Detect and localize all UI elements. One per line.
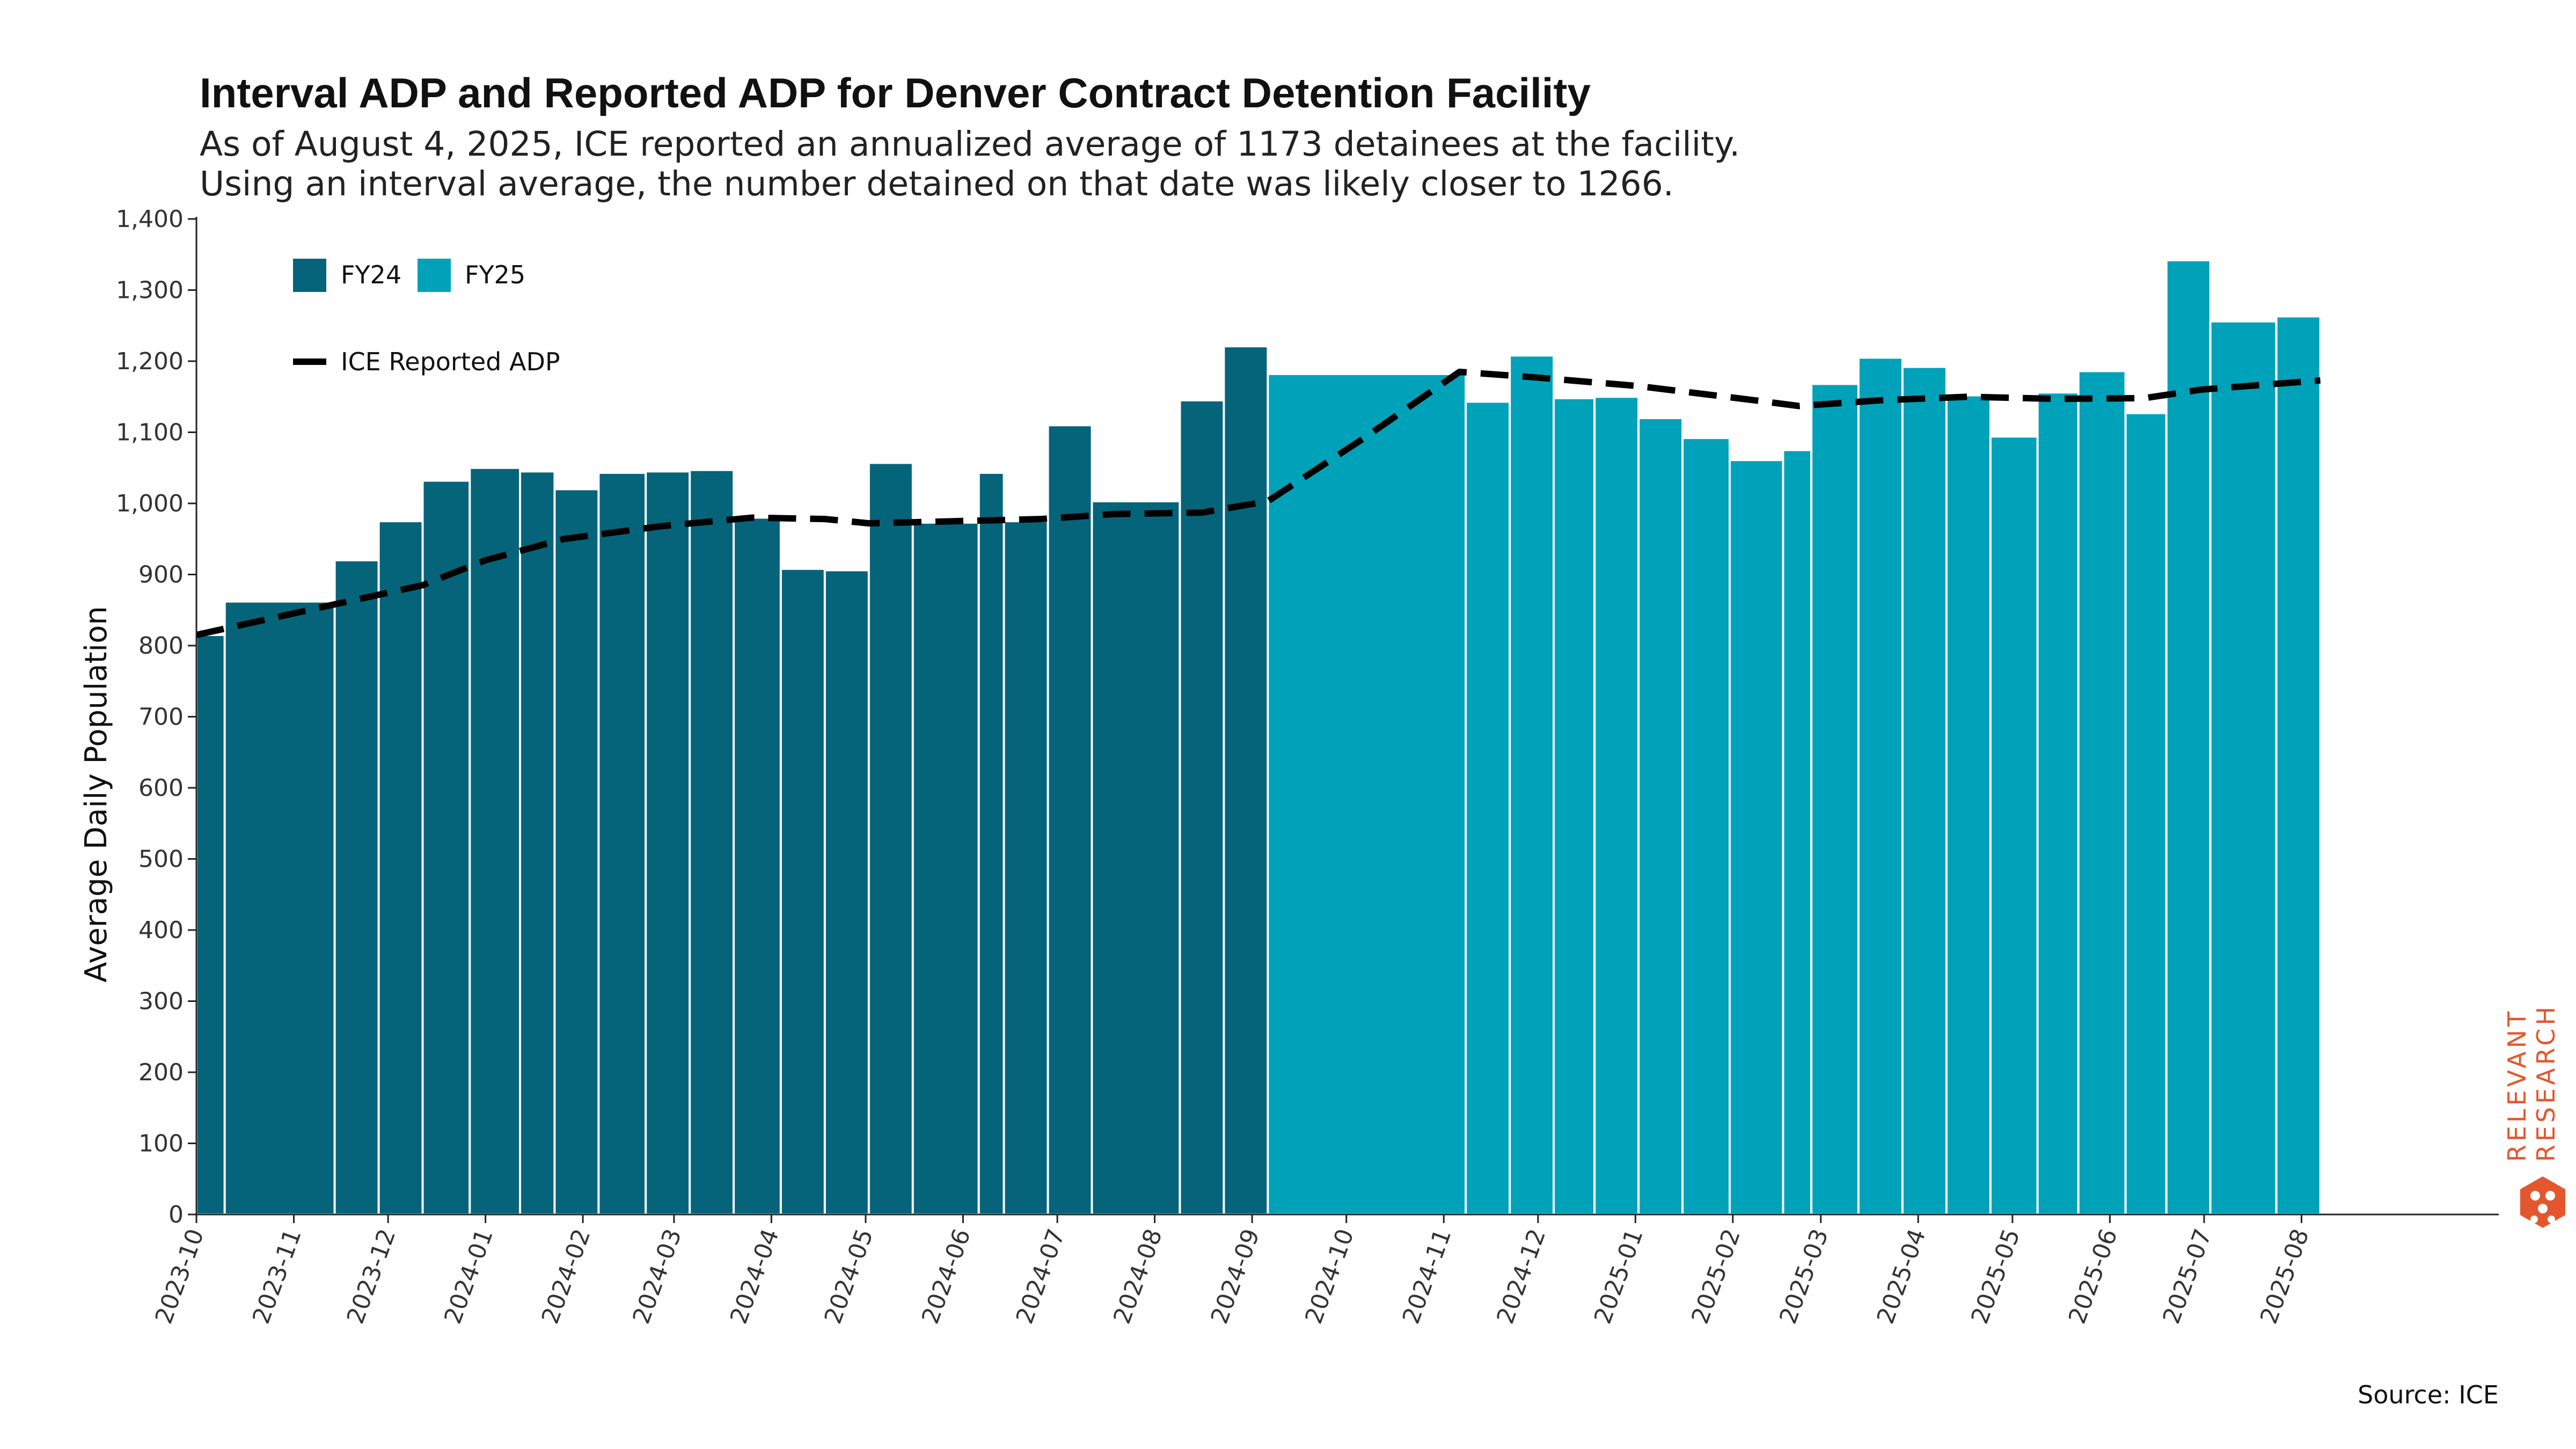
- bar-fy25: [1729, 459, 1784, 1216]
- y-tick-label: 1,300: [116, 277, 184, 304]
- bar-fy24: [911, 521, 980, 1216]
- bar-fy24: [1091, 500, 1181, 1216]
- x-tick-label: 2025-01: [1589, 1225, 1649, 1327]
- chart-subtitle-line-1: As of August 4, 2025, ICE reported an an…: [200, 125, 1740, 164]
- x-tick-label: 2024-07: [1011, 1225, 1071, 1327]
- hexagon-logo-icon: [2520, 1176, 2565, 1228]
- bar-fy25: [2077, 370, 2127, 1216]
- x-tick-label: 2023-10: [150, 1225, 210, 1327]
- x-tick-label: 2024-03: [627, 1225, 687, 1327]
- y-axis-title: Average Daily Population: [79, 606, 114, 982]
- bar-fy24: [519, 470, 556, 1216]
- y-tick-label: 200: [138, 1059, 184, 1086]
- brand-mark: RELEVANT RESEARCH: [2502, 1004, 2565, 1228]
- x-tick-label: 2023-12: [342, 1225, 401, 1327]
- bar-fy25: [2124, 412, 2168, 1216]
- x-tick-label: 2024-12: [1491, 1225, 1551, 1327]
- y-tick-label: 100: [138, 1130, 184, 1158]
- bar-fy25: [2165, 259, 2212, 1216]
- brand-text-relevant: RELEVANT: [2502, 1008, 2531, 1162]
- x-tick-label: 2025-05: [1966, 1225, 2025, 1327]
- bar-fy25: [1901, 365, 1948, 1216]
- x-tick-label: 2024-11: [1397, 1225, 1457, 1327]
- bar-fy24: [977, 472, 1005, 1216]
- x-tick-label: 2024-05: [819, 1225, 879, 1327]
- x-tick-label: 2024-10: [1300, 1225, 1359, 1327]
- bar-fy24: [779, 567, 826, 1216]
- bar-fy25: [1945, 394, 1992, 1216]
- chart-title: Interval ADP and Reported ADP for Denver…: [200, 69, 1591, 116]
- bar-fy24: [553, 488, 600, 1216]
- bar-fy24: [469, 466, 521, 1216]
- x-tick-label: 2024-06: [917, 1225, 976, 1327]
- y-tick-label: 900: [138, 561, 184, 589]
- bar-fy24: [867, 462, 914, 1216]
- line-layer: [195, 368, 2321, 638]
- x-tick-label: 2024-04: [725, 1225, 785, 1327]
- series-line-ice-reported-adp: [195, 368, 2321, 638]
- bar-fy24: [195, 634, 226, 1216]
- bar-fy24: [223, 600, 336, 1216]
- x-tick-label: 2024-08: [1108, 1225, 1168, 1327]
- y-tick-label: 0: [169, 1201, 184, 1228]
- bar-fy25: [1857, 356, 1904, 1216]
- x-tick-label: 2025-08: [2255, 1225, 2315, 1327]
- y-tick-label: 700: [138, 704, 184, 731]
- legend-swatch-fy25: [418, 259, 451, 292]
- legend-label-ice-reported-adp: ICE Reported ADP: [341, 347, 560, 376]
- bar-fy25: [2036, 391, 2080, 1216]
- source-note: Source: ICE: [2358, 1380, 2499, 1409]
- y-tick-label: 800: [138, 632, 184, 660]
- bar-fy24: [733, 516, 782, 1216]
- bar-fy25: [1509, 354, 1555, 1216]
- bar-fy25: [1465, 400, 1511, 1216]
- y-tick-label: 400: [138, 917, 184, 944]
- y-tick-label: 1,200: [116, 348, 184, 375]
- y-tick-label: 1,000: [116, 490, 184, 517]
- bar-fy25: [1989, 435, 2039, 1216]
- x-tick-label: 2025-02: [1686, 1225, 1746, 1327]
- y-tick-label: 600: [138, 774, 184, 802]
- bar-fy24: [1002, 520, 1049, 1216]
- bar-fy24: [689, 469, 735, 1216]
- bars-layer: [195, 259, 2322, 1216]
- bar-fy24: [1179, 399, 1225, 1216]
- bar-fy24: [597, 472, 647, 1216]
- legend: FY24 FY25 ICE Reported ADP: [293, 259, 560, 376]
- y-tick-label: 1,100: [116, 419, 184, 447]
- bar-fy24: [333, 559, 380, 1216]
- y-tick-label: 1,400: [116, 206, 184, 233]
- legend-label-fy25: FY25: [465, 260, 525, 289]
- legend-label-fy24: FY24: [341, 260, 401, 289]
- bar-fy25: [1681, 437, 1731, 1216]
- x-tick-label: 2025-07: [2158, 1225, 2218, 1327]
- bar-fy25: [1782, 449, 1813, 1216]
- y-tick-label: 500: [138, 846, 184, 873]
- bar-fy25: [1593, 396, 1640, 1216]
- bar-fy24: [1046, 424, 1093, 1216]
- y-tick-label: 300: [138, 988, 184, 1015]
- bar-fy24: [645, 470, 691, 1216]
- bar-fy25: [1267, 372, 1467, 1216]
- bar-fy25: [2275, 315, 2322, 1216]
- bar-fy25: [2209, 320, 2278, 1216]
- x-tick-label: 2025-03: [1774, 1225, 1834, 1327]
- brand-text-research: RESEARCH: [2531, 1004, 2560, 1162]
- legend-swatch-fy24: [293, 259, 326, 292]
- bar-fy24: [823, 569, 870, 1216]
- bar-fy24: [377, 520, 424, 1216]
- bar-fy24: [421, 479, 471, 1216]
- chart-subtitle-line-2: Using an interval average, the number de…: [200, 164, 1674, 203]
- x-tick-label: 2023-11: [247, 1225, 307, 1327]
- bar-fy25: [1637, 417, 1684, 1216]
- bar-fy25: [1553, 397, 1596, 1216]
- bar-fy25: [1810, 383, 1860, 1216]
- x-tick-label: 2024-02: [537, 1225, 596, 1327]
- x-tick-label: 2024-09: [1206, 1225, 1265, 1327]
- x-tick-label: 2024-01: [439, 1225, 499, 1327]
- bar-fy24: [1223, 345, 1269, 1216]
- x-tick-label: 2025-06: [2063, 1225, 2123, 1327]
- x-tick-label: 2025-04: [1872, 1225, 1931, 1327]
